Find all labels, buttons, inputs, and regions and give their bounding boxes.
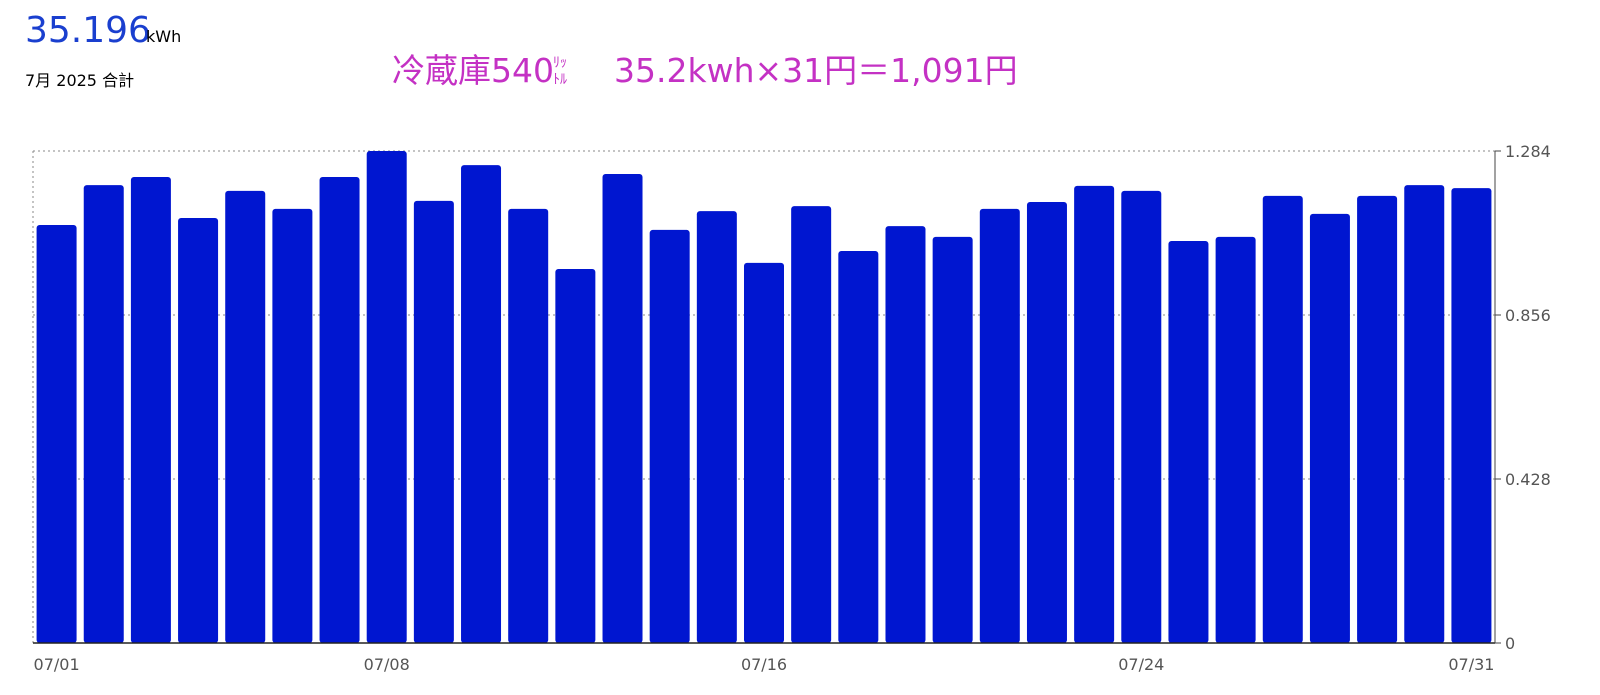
- bar: [744, 262, 784, 643]
- annotation: 冷蔵庫540: [392, 51, 554, 90]
- bar: [838, 251, 879, 643]
- bar: [1357, 195, 1398, 643]
- bar: [1404, 185, 1445, 644]
- bar: [366, 151, 407, 643]
- period-label: 7月 2025 合計: [25, 71, 134, 90]
- bar: [36, 224, 77, 643]
- y-tick-label: 0.428: [1505, 470, 1551, 489]
- x-tick-label: 07/24: [1118, 655, 1164, 674]
- bar: [602, 173, 643, 643]
- bar: [272, 208, 313, 644]
- bar: [1026, 201, 1067, 643]
- bar: [791, 206, 832, 644]
- bar: [178, 218, 219, 643]
- y-tick-label: 0: [1505, 634, 1515, 653]
- bar: [413, 200, 454, 643]
- bar: [461, 165, 502, 644]
- bar: [1309, 213, 1350, 643]
- y-tick-label: 0.856: [1505, 306, 1551, 325]
- bar: [319, 177, 360, 643]
- bar: [1215, 236, 1256, 643]
- y-tick-label: 1.284: [1505, 142, 1551, 161]
- bar: [555, 269, 596, 643]
- bar: [649, 229, 690, 644]
- bar: [932, 236, 973, 643]
- bar: [225, 190, 266, 643]
- bar: [1451, 188, 1492, 644]
- x-tick-label: 07/16: [741, 655, 787, 674]
- bar: [1121, 190, 1162, 643]
- bar: [1074, 185, 1115, 644]
- bar: [130, 177, 171, 643]
- annotation: 35.2kwh×31円＝1,091円: [614, 51, 1018, 90]
- x-tick-label: 07/01: [34, 655, 80, 674]
- bar: [696, 211, 737, 643]
- total-unit: kWh: [146, 27, 181, 46]
- bar: [1262, 195, 1303, 643]
- x-tick-label: 07/31: [1448, 655, 1494, 674]
- bar: [979, 208, 1020, 644]
- bar: [83, 185, 124, 644]
- bar: [885, 226, 926, 644]
- annotation-small: ﾄﾙ: [553, 72, 567, 88]
- bar: [508, 208, 549, 644]
- x-tick-label: 07/08: [364, 655, 410, 674]
- total-value: 35.196: [25, 10, 151, 51]
- bar: [1168, 241, 1209, 643]
- annotation-small: ﾘｯ: [553, 55, 567, 71]
